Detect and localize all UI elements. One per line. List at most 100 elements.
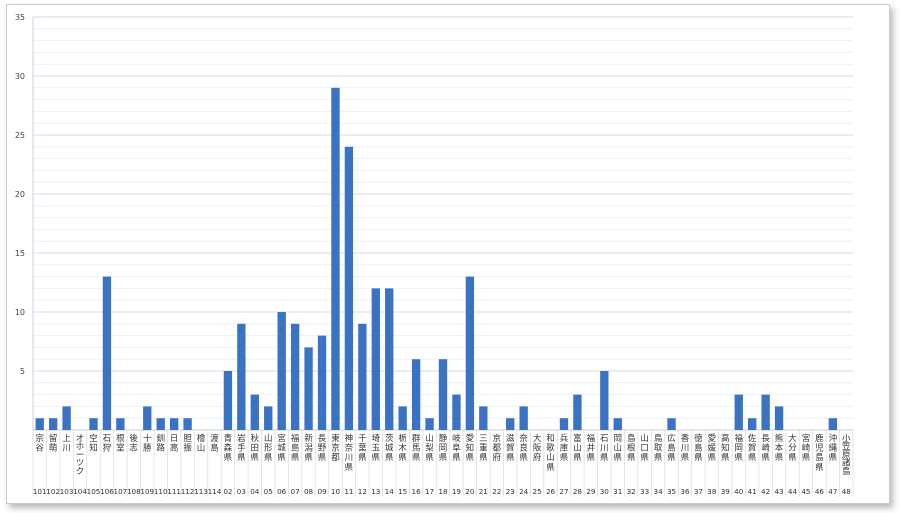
y-tick-label: 5 <box>20 367 25 376</box>
x-category-name: 秋田県 <box>251 433 260 463</box>
x-category-name: 広島県 <box>667 433 676 463</box>
x-category-name: 高知県 <box>721 433 730 463</box>
x-category-code: 05 <box>264 487 273 496</box>
x-category-code: 04 <box>250 487 260 496</box>
bar <box>425 418 434 430</box>
x-category-code: 35 <box>667 487 676 496</box>
x-category-name: 宗谷 <box>35 433 44 454</box>
x-category-name: 宮城県 <box>277 433 286 463</box>
x-category-code: 23 <box>506 487 515 496</box>
x-category-name: 佐賀県 <box>748 433 757 463</box>
x-category-name: 空知 <box>89 433 98 454</box>
y-tick-label: 35 <box>15 13 25 22</box>
x-category-name: 石川県 <box>600 434 609 463</box>
x-category-name: 青森県 <box>224 433 233 463</box>
x-category-name: 神奈川県 <box>345 433 354 473</box>
x-category-name: 香川県 <box>681 433 690 463</box>
bar <box>317 335 327 430</box>
x-category-name: 長崎県 <box>761 434 770 463</box>
x-category-name: 東京都 <box>331 433 340 463</box>
x-category-code: 38 <box>707 487 717 496</box>
x-category-code: 14 <box>385 487 395 496</box>
x-category-code: 104 <box>73 487 87 496</box>
bar <box>304 347 313 430</box>
bar <box>344 146 354 431</box>
bar <box>398 406 407 430</box>
x-category-name: 宮崎県 <box>802 433 811 463</box>
x-category-name: 和歌山県 <box>546 434 555 473</box>
x-category-code: 110 <box>154 487 168 496</box>
bar <box>35 418 44 430</box>
x-category-code: 108 <box>127 487 141 496</box>
x-category-name: 留萌 <box>49 433 58 454</box>
y-tick-label: 15 <box>15 249 25 258</box>
bar <box>277 312 286 430</box>
x-category-code: 111 <box>167 487 181 496</box>
bar <box>734 394 743 430</box>
x-category-name: 静岡県 <box>439 433 448 463</box>
x-category-code: 32 <box>627 487 636 496</box>
x-category-code: 22 <box>492 487 501 496</box>
bar <box>183 418 192 430</box>
x-category-code: 106 <box>100 487 114 496</box>
x-category-name: 渡島 <box>210 433 219 454</box>
x-category-name: 山梨県 <box>425 433 434 463</box>
x-category-name: 後志 <box>130 433 139 454</box>
x-category-name: 福井県 <box>587 433 596 463</box>
bar <box>102 276 112 430</box>
x-category-code: 109 <box>140 487 154 496</box>
x-category-code: 28 <box>573 487 583 496</box>
bar <box>89 418 98 430</box>
x-category-code: 113 <box>194 487 208 496</box>
x-category-code: 101 <box>33 487 47 496</box>
x-category-code: 30 <box>600 487 610 496</box>
x-category-code: 11 <box>344 487 353 496</box>
x-category-name: 京都府 <box>493 433 502 463</box>
x-category-code: 13 <box>371 487 380 496</box>
x-category-code: 19 <box>452 487 462 496</box>
x-category-code: 43 <box>774 487 783 496</box>
bar <box>143 406 152 430</box>
x-category-name: 栃木県 <box>398 433 407 463</box>
x-category-code: 07 <box>291 487 300 496</box>
chart-frame: 5 10 15 20 25 30 35 宗谷 101 留萌 102 上川 103 オホーツク 104 空知 10… <box>6 4 890 504</box>
bar <box>62 406 71 430</box>
bar <box>48 418 58 430</box>
x-category-code: 24 <box>519 487 529 496</box>
x-category-code: 26 <box>546 487 556 496</box>
x-category-name: 鹿児島県 <box>815 433 824 473</box>
x-category-name: オホーツク <box>76 434 85 477</box>
x-category-code: 47 <box>828 487 837 496</box>
bar <box>774 406 784 430</box>
bar <box>559 418 569 430</box>
x-category-name: 滋賀県 <box>506 433 515 463</box>
x-category-code: 16 <box>412 487 422 496</box>
bar <box>385 288 394 430</box>
x-category-code: 114 <box>208 487 222 496</box>
x-category-name: 兵庫県 <box>560 433 569 463</box>
x-category-code: 03 <box>237 487 246 496</box>
bar <box>761 394 770 430</box>
x-category-code: 12 <box>358 487 367 496</box>
x-category-name: 山形県 <box>264 433 273 463</box>
y-tick-label: 30 <box>15 72 25 81</box>
bar <box>613 418 622 430</box>
bar <box>465 276 475 430</box>
bar <box>828 418 838 430</box>
x-category-name: 十勝 <box>143 433 152 454</box>
bar <box>667 418 676 430</box>
x-category-name: 熊本県 <box>775 433 784 463</box>
x-category-name: 群馬県 <box>412 433 421 463</box>
x-category-name: 鳥取県 <box>654 433 663 463</box>
bar <box>748 418 757 430</box>
y-tick-label: 20 <box>15 190 25 199</box>
bar <box>223 371 233 430</box>
bar <box>237 323 246 430</box>
x-category-code: 34 <box>654 487 664 496</box>
bar <box>600 371 609 430</box>
bar <box>290 323 300 430</box>
x-category-code: 31 <box>613 487 622 496</box>
bar <box>506 418 515 430</box>
x-category-name: 愛知県 <box>466 433 475 463</box>
x-category-code: 17 <box>425 487 434 496</box>
